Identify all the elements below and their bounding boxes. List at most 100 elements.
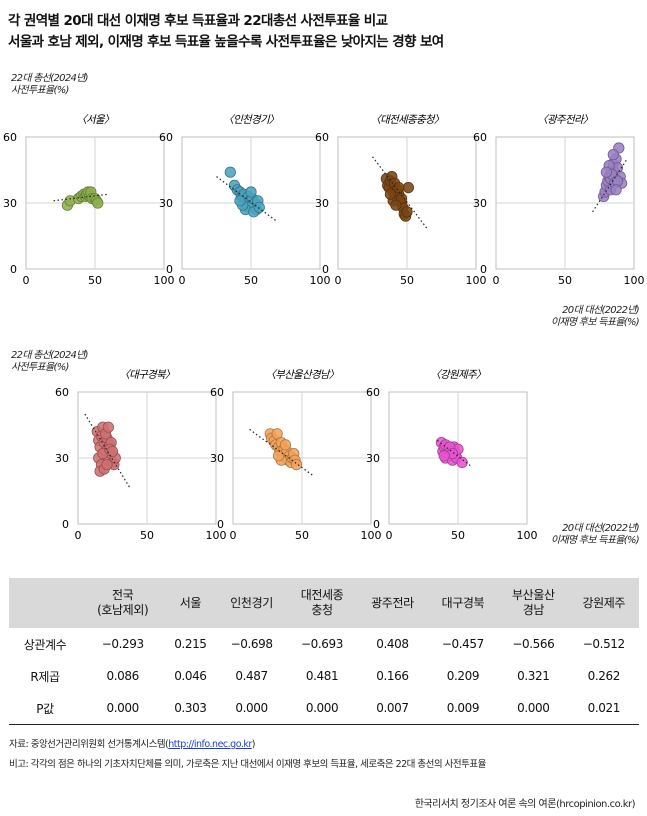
source-link[interactable]: http://info.nec.go.kr <box>168 739 252 750</box>
stats-row-p-value: P값 0.000 0.303 0.000 0.000 0.007 0.009 0… <box>9 692 639 725</box>
stats-col-busan-gyeongnam: 부산울산 경남 <box>498 578 569 628</box>
x-axis-label-line2: 이재명 후보 득표율(%) <box>550 317 640 328</box>
stats-cell: 0.166 <box>376 669 409 683</box>
trend-line <box>84 413 131 490</box>
y-tick-label: 60 <box>55 386 69 399</box>
footnote: 비고: 각각의 점은 하나의 기초자치단체를 의미, 가로축은 지난 대선에서 … <box>9 759 486 770</box>
stats-cell: 0.007 <box>357 692 428 725</box>
x-tick-label: 0 <box>23 274 30 287</box>
x-tick-label: 100 <box>361 529 382 542</box>
y-tick-label: 60 <box>3 131 17 144</box>
stats-cell: 0.209 <box>446 669 480 683</box>
y-tick-label: 30 <box>473 197 487 210</box>
y-tick-label: 60 <box>210 386 224 399</box>
stats-cell: −0.566 <box>512 637 555 651</box>
stats-col-national: 전국 (호남제외) <box>81 578 165 628</box>
stats-cell: 0.000 <box>81 692 165 725</box>
scatter-panel: 〈서울〉 0 50 100 0 30 60 <box>3 114 175 287</box>
x-axis-label-line1: 20대 대선(2022년) <box>562 523 640 534</box>
scatter-panel: 〈강원제주〉 0 50 100 0 30 60 <box>366 369 538 542</box>
y-tick-label: 30 <box>159 197 173 210</box>
data-point <box>384 188 397 200</box>
y-tick-label: 0 <box>480 263 487 276</box>
stats-cell: 0.000 <box>286 692 358 725</box>
trend-line <box>53 193 109 202</box>
data-point <box>253 201 265 213</box>
stats-col-daegu-gyeongbuk: 대구경북 <box>427 578 499 628</box>
y-tick-label: 60 <box>315 131 329 144</box>
y-tick-label: 0 <box>373 518 380 531</box>
y-tick-label: 0 <box>10 263 17 276</box>
x-tick-label: 100 <box>154 274 175 287</box>
y-tick-label: 60 <box>473 131 487 144</box>
panel-title: 〈대전세종충청〉 <box>370 114 443 126</box>
x-tick-label: 0 <box>75 529 82 542</box>
y-tick-label: 0 <box>62 518 69 531</box>
x-tick-label: 0 <box>230 529 237 542</box>
x-tick-label: 50 <box>88 274 102 287</box>
stats-cell: 0.408 <box>376 637 409 651</box>
data-point <box>607 149 619 161</box>
data-point <box>456 456 468 468</box>
stats-cell: 0.046 <box>174 669 207 683</box>
stats-cell: 0.086 <box>106 669 140 683</box>
stats-cell: −0.293 <box>101 637 144 651</box>
y-axis-label-line2: 사전투표율(%) <box>11 362 69 373</box>
stats-header-row: 전국 (호남제외) 서울 인천경기 대전세종 충청 광주전라 대구경북 부산울산… <box>9 578 639 628</box>
trend-line <box>372 156 429 230</box>
stats-corner <box>9 578 81 628</box>
stats-cell: 0.303 <box>164 692 217 725</box>
x-axis-label-top: 20대 대선(2022년) 이재명 후보 득표율(%) <box>550 305 640 329</box>
stats-cell: 0.487 <box>235 669 268 683</box>
stats-row-correlation: 상관계수 −0.293 0.215 −0.698 −0.693 0.408 −0… <box>9 628 639 660</box>
panel-title: 〈서울〉 <box>76 114 114 126</box>
stats-cell: −0.512 <box>582 637 625 651</box>
y-tick-label: 30 <box>315 197 329 210</box>
data-point <box>279 439 292 451</box>
data-point <box>393 182 405 194</box>
panel-title: 〈인천경기〉 <box>223 114 278 126</box>
data-point <box>390 199 402 211</box>
x-tick-label: 100 <box>517 529 538 542</box>
y-tick-label: 30 <box>3 197 17 210</box>
stats-cell: 0.021 <box>568 692 639 725</box>
credit: 한국리서치 정기조사 여론 속의 여론(hrcopinion.co.kr) <box>414 799 636 810</box>
stats-cell: 0.000 <box>498 692 569 725</box>
chart-title-line2: 서울과 호남 제외, 이재명 후보 득표율 높을수록 사전투표율은 낮아지는 경… <box>8 34 444 50</box>
x-axis-label-bottom: 20대 대선(2022년) 이재명 후보 득표율(%) <box>551 523 640 547</box>
stats-cell: 0.262 <box>587 669 621 683</box>
x-tick-label: 50 <box>244 274 258 287</box>
source-prefix: 자료: 중앙선거관리위원회 선거통계시스템( <box>9 739 169 750</box>
data-point <box>600 166 613 178</box>
x-tick-label: 50 <box>400 274 414 287</box>
panel-title: 〈부산울산경남〉 <box>265 369 338 381</box>
stats-row-label: 상관계수 <box>23 637 67 652</box>
data-point <box>245 186 257 198</box>
data-point <box>224 166 236 178</box>
y-tick-label: 60 <box>366 386 380 399</box>
x-axis-label-line1: 20대 대선(2022년) <box>562 305 640 316</box>
y-axis-label-line1: 22대 총선(2024년) <box>11 73 89 84</box>
stats-col-incheon-gyeonggi: 인천경기 <box>216 578 287 628</box>
data-point <box>401 206 413 218</box>
x-tick-label: 0 <box>335 274 342 287</box>
stats-cell: 0.215 <box>174 637 207 651</box>
trend-line <box>216 176 277 222</box>
panel-title: 〈강원제주〉 <box>430 369 485 381</box>
stats-cell: 0.000 <box>216 692 287 725</box>
data-point <box>234 195 246 207</box>
source-note: 자료: 중앙선거관리위원회 선거통계시스템(http://info.nec.go… <box>9 736 256 750</box>
x-tick-label: 50 <box>295 529 309 542</box>
panel-title: 〈대구경북〉 <box>119 369 174 381</box>
data-point <box>106 445 119 457</box>
stats-table: 전국 (호남제외) 서울 인천경기 대전세종 충청 광주전라 대구경북 부산울산… <box>9 578 639 725</box>
source-suffix: ) <box>251 739 256 750</box>
x-tick-label: 50 <box>451 529 465 542</box>
stats-cell: 0.481 <box>305 669 339 683</box>
trend-line <box>592 158 628 213</box>
x-tick-label: 0 <box>386 529 393 542</box>
data-point <box>272 450 285 462</box>
